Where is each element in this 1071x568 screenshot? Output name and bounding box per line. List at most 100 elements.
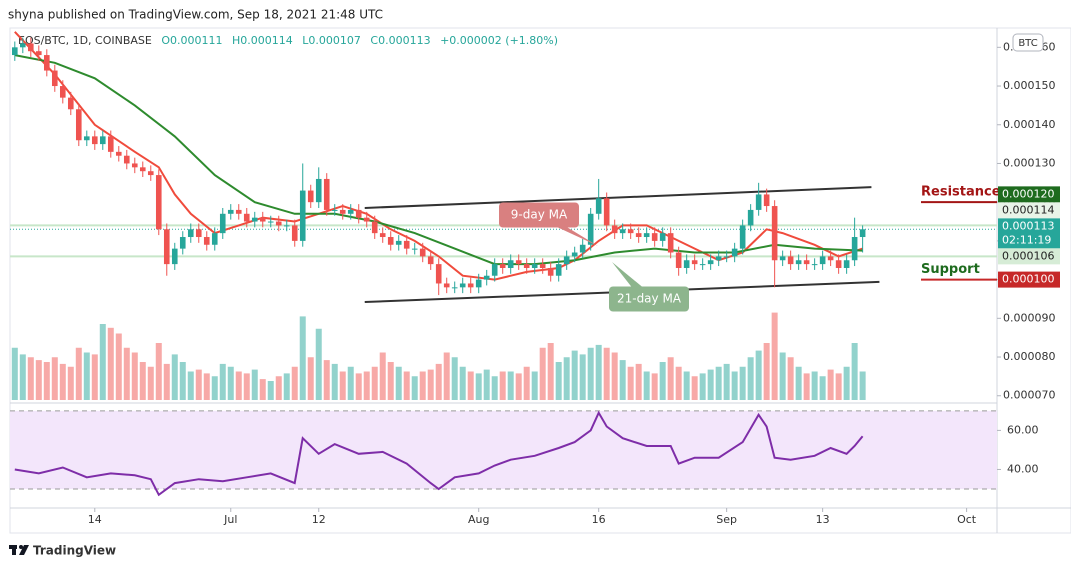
volume-bar — [355, 373, 362, 400]
volume-bar — [683, 371, 690, 400]
candle-body — [259, 217, 266, 222]
volume-bar — [755, 350, 762, 400]
candle-body — [499, 264, 506, 268]
candle-body — [635, 233, 642, 238]
volume-bar — [163, 363, 170, 400]
candle-body — [683, 260, 690, 268]
volume-bar — [579, 354, 586, 400]
volume-bar — [691, 376, 698, 400]
candle-body — [283, 225, 290, 227]
trendline — [364, 186, 872, 209]
open: O0.000111 — [161, 34, 222, 47]
volume-bar — [323, 360, 330, 400]
volume-bar — [779, 352, 786, 400]
volume-bar — [19, 354, 26, 400]
candle-body — [43, 55, 50, 71]
volume-bar — [843, 366, 850, 400]
candle-body — [563, 256, 570, 265]
candle-body — [451, 287, 458, 289]
moving-average — [14, 31, 863, 281]
candle-body — [811, 264, 818, 266]
candle-body — [307, 190, 314, 203]
volume-bar — [707, 369, 714, 400]
volume-bar — [507, 371, 514, 400]
volume-bar — [219, 363, 226, 400]
candle-body — [675, 252, 682, 268]
volume-bar — [787, 357, 794, 400]
volume-bar — [203, 373, 210, 400]
candle-body — [195, 229, 202, 238]
volume-bar — [139, 362, 146, 400]
candle-body — [851, 237, 858, 261]
price-label: 0.000100 — [1002, 273, 1055, 286]
currency-label[interactable]: BTC — [1018, 38, 1037, 49]
candle-body — [275, 221, 282, 226]
volume-bar — [107, 327, 114, 400]
candle-body — [779, 256, 786, 261]
y-tick-label: 0.000070 — [1003, 389, 1056, 402]
x-tick-label: Aug — [468, 513, 489, 526]
callout-label: 21-day MA — [617, 292, 682, 306]
volume-bar — [131, 352, 138, 400]
volume-bar — [291, 366, 298, 400]
candle-body — [251, 217, 258, 222]
volume-bar — [723, 363, 730, 400]
volume-bar — [771, 312, 778, 400]
candle-body — [227, 209, 234, 214]
currency-button[interactable] — [1012, 33, 1044, 52]
candle-body — [179, 237, 186, 249]
volume-bar — [739, 366, 746, 400]
candle-body — [859, 229, 866, 238]
price-label: 0.000120 — [1002, 187, 1055, 200]
rsi-band-fill — [10, 410, 997, 489]
candle-body — [155, 175, 162, 230]
candle-body — [659, 233, 666, 241]
candle-body — [731, 248, 738, 257]
chart-frame — [9, 27, 1071, 534]
price-label-box — [998, 202, 1060, 219]
volume-bar — [403, 371, 410, 400]
publisher-line: shyna published on TradingView.com, Sep … — [8, 8, 383, 22]
price-label-box — [998, 186, 1060, 203]
volume-bar — [195, 369, 202, 400]
volume-bar — [459, 366, 466, 400]
candle-body — [27, 43, 34, 52]
candle-body — [667, 233, 674, 253]
candle-body — [91, 136, 98, 145]
volume-bar — [35, 360, 42, 400]
volume-bar — [51, 357, 58, 400]
candle-body — [835, 260, 842, 268]
candle-body — [131, 163, 138, 168]
volume-bar — [443, 352, 450, 400]
volume-bar — [259, 379, 266, 400]
candle-body — [491, 264, 498, 276]
volume-bar — [251, 369, 258, 400]
candle-body — [163, 229, 170, 265]
candle-body — [651, 233, 658, 241]
volume-bar — [491, 376, 498, 400]
candle-body — [187, 229, 194, 238]
candle-body — [219, 213, 226, 234]
volume-bar — [235, 371, 242, 400]
candle-body — [467, 283, 474, 288]
volume-bar — [339, 371, 346, 400]
candle-body — [347, 209, 354, 214]
volume-bar — [179, 362, 186, 400]
volume-bar — [475, 373, 482, 400]
price-label: 0.000106 — [1002, 249, 1055, 262]
candle-body — [611, 225, 618, 234]
candle-body — [587, 213, 594, 245]
candle-body — [747, 209, 754, 226]
candle-body — [555, 264, 562, 276]
volume-bar — [187, 371, 194, 400]
volume-bar — [603, 347, 610, 400]
volume-bar — [155, 343, 162, 400]
brand: TradingView — [33, 544, 116, 558]
candle-body — [435, 264, 442, 284]
candle-body — [827, 256, 834, 261]
volume-bar — [587, 347, 594, 400]
candle-body — [787, 256, 794, 265]
volume-bar — [627, 366, 634, 400]
x-tick-label: Sep — [716, 513, 737, 526]
